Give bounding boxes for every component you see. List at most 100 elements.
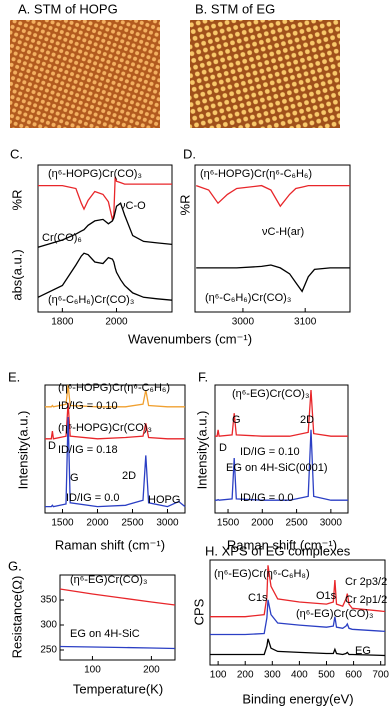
annotation: ID/IG = 0.0: [240, 492, 294, 504]
series-label: HOPG: [148, 494, 180, 506]
x-tick-label: 3000: [320, 518, 343, 529]
spectrum-line: [215, 390, 348, 437]
image-label: A. STM of HOPG: [18, 1, 118, 16]
x-tick-label: 2000: [251, 518, 274, 529]
spectrum-line: [38, 176, 172, 222]
plot-frame: [44, 384, 186, 514]
panel-title: H. XPS of EG complexes: [205, 543, 351, 558]
y-axis-label: CPS: [191, 598, 206, 625]
annotation: ID/IG = 0.0: [66, 492, 120, 504]
annotation: G: [232, 414, 241, 426]
x-tick-label: 100: [84, 665, 101, 676]
spectrum-line: [45, 384, 185, 408]
x-tick-label: 1500: [51, 518, 74, 529]
annotation: Cr 2p1/2: [345, 594, 387, 606]
series-label: EG on 4H-SiC: [70, 628, 140, 640]
y-axis-label: %R: [9, 190, 24, 211]
spectrum-line: [59, 588, 176, 606]
spectrum-line: [37, 252, 173, 301]
spectrum-line: [210, 565, 386, 618]
x-tick-label: 3100: [294, 317, 317, 328]
annotation: O1s: [316, 590, 337, 602]
annotation: G: [70, 472, 79, 484]
y-tick-label: 350: [40, 595, 57, 606]
panel-label: D.: [183, 146, 196, 161]
y-axis-label: Resistance(Ω): [9, 576, 24, 659]
series-label: (η⁶-EG)Cr(η⁶-C₆H₈): [214, 568, 310, 580]
panel-label: C.: [10, 146, 23, 161]
series-label: (η⁶-C₆H₆)Cr(CO)₃: [48, 294, 134, 306]
spectrum-line: [59, 645, 176, 650]
plot-frame: [194, 164, 351, 313]
panel-label: G.: [8, 558, 22, 573]
x-axis-label: Binding energy(eV): [242, 691, 353, 706]
annotation: 2D: [122, 470, 136, 482]
x-tick-label: 2500: [285, 518, 308, 529]
spectrum-line: [210, 599, 386, 636]
series-label: Cr(CO)₆: [42, 232, 82, 244]
spectrum-line: [196, 264, 350, 293]
annotation: νC-O: [120, 200, 146, 212]
annotation: Cr 2p3/2: [345, 576, 387, 588]
x-tick-label: 700: [372, 670, 389, 681]
series-label: EG: [355, 645, 371, 657]
series-label: (η⁶-EG)Cr(CO)₃: [296, 608, 373, 620]
series-label: (η⁶-EG)Cr(CO)₃: [70, 574, 147, 586]
series-label: (η⁶-HOPG)Cr(η⁶-C₆H₆): [58, 382, 170, 394]
plot-frame: [59, 574, 176, 661]
spectrum-line: [195, 184, 350, 208]
annotation: νC-H(ar): [262, 226, 304, 238]
y-axis-label: abs(a.u.): [9, 249, 24, 300]
x-axis-label: Temperature(K): [73, 681, 163, 696]
spectrum-line: [45, 416, 186, 508]
annotation: ID/IG = 0.10: [58, 400, 118, 412]
panel-label: E.: [8, 369, 20, 384]
plot-frame: [37, 164, 173, 313]
y-tick-label: 300: [40, 620, 57, 631]
series-label: (η⁶-EG)Cr(CO)₃: [232, 388, 309, 400]
x-axis-label: Wavenumbers (cm⁻¹): [128, 331, 252, 346]
stm-image: [10, 20, 160, 128]
spectrum-line: [215, 429, 348, 501]
plot-frame: [209, 559, 386, 666]
x-axis-label: Raman shift (cm⁻¹): [55, 537, 165, 552]
spectrum-line: [37, 202, 173, 248]
series-label: (η⁶-HOPG)Cr(η⁶-C₆H₆): [200, 168, 312, 180]
x-tick-label: 1800: [51, 317, 74, 328]
x-tick-label: 200: [237, 670, 254, 681]
x-tick-label: 2500: [121, 518, 144, 529]
annotation: D: [48, 440, 56, 452]
x-tick-label: 3000: [232, 317, 255, 328]
series-label: EG on 4H-SiC(0001): [226, 462, 328, 474]
annotation: ID/IG = 0.18: [58, 444, 118, 456]
x-tick-label: 300: [264, 670, 281, 681]
series-label: (η⁶-HOPG)Cr(CO)₃: [48, 168, 142, 180]
series-label: (η⁶-HOPG)Cr(CO)₃: [58, 422, 152, 434]
x-tick-label: 600: [345, 670, 362, 681]
y-axis-label: Intensity(a.u.): [194, 411, 209, 490]
spectrum-line: [210, 638, 386, 657]
spectrum-line: [45, 402, 185, 440]
image-label: B. STM of EG: [195, 1, 275, 16]
y-tick-label: 250: [40, 645, 57, 656]
annotation: D: [219, 442, 227, 454]
x-tick-label: 200: [143, 665, 160, 676]
x-tick-label: 3000: [156, 518, 179, 529]
x-tick-label: 2000: [105, 317, 128, 328]
series-label: (η⁶-C₆H₆)Cr(CO)₃: [205, 292, 291, 304]
annotation: ID/IG = 0.10: [240, 446, 300, 458]
annotation: 2D: [300, 414, 314, 426]
x-tick-label: 2000: [86, 518, 109, 529]
annotation: C1s: [248, 592, 268, 604]
stm-image: [190, 20, 340, 128]
y-axis-label: Intensity(a.u.): [15, 411, 30, 490]
x-tick-label: 100: [210, 670, 227, 681]
x-tick-label: 500: [318, 670, 335, 681]
y-axis-label: %R: [177, 195, 192, 216]
x-axis-label: Raman shift (cm⁻¹): [227, 537, 337, 552]
x-tick-label: 400: [291, 670, 308, 681]
x-tick-label: 1500: [217, 518, 240, 529]
plot-frame: [214, 384, 349, 514]
panel-label: F.: [198, 369, 208, 384]
